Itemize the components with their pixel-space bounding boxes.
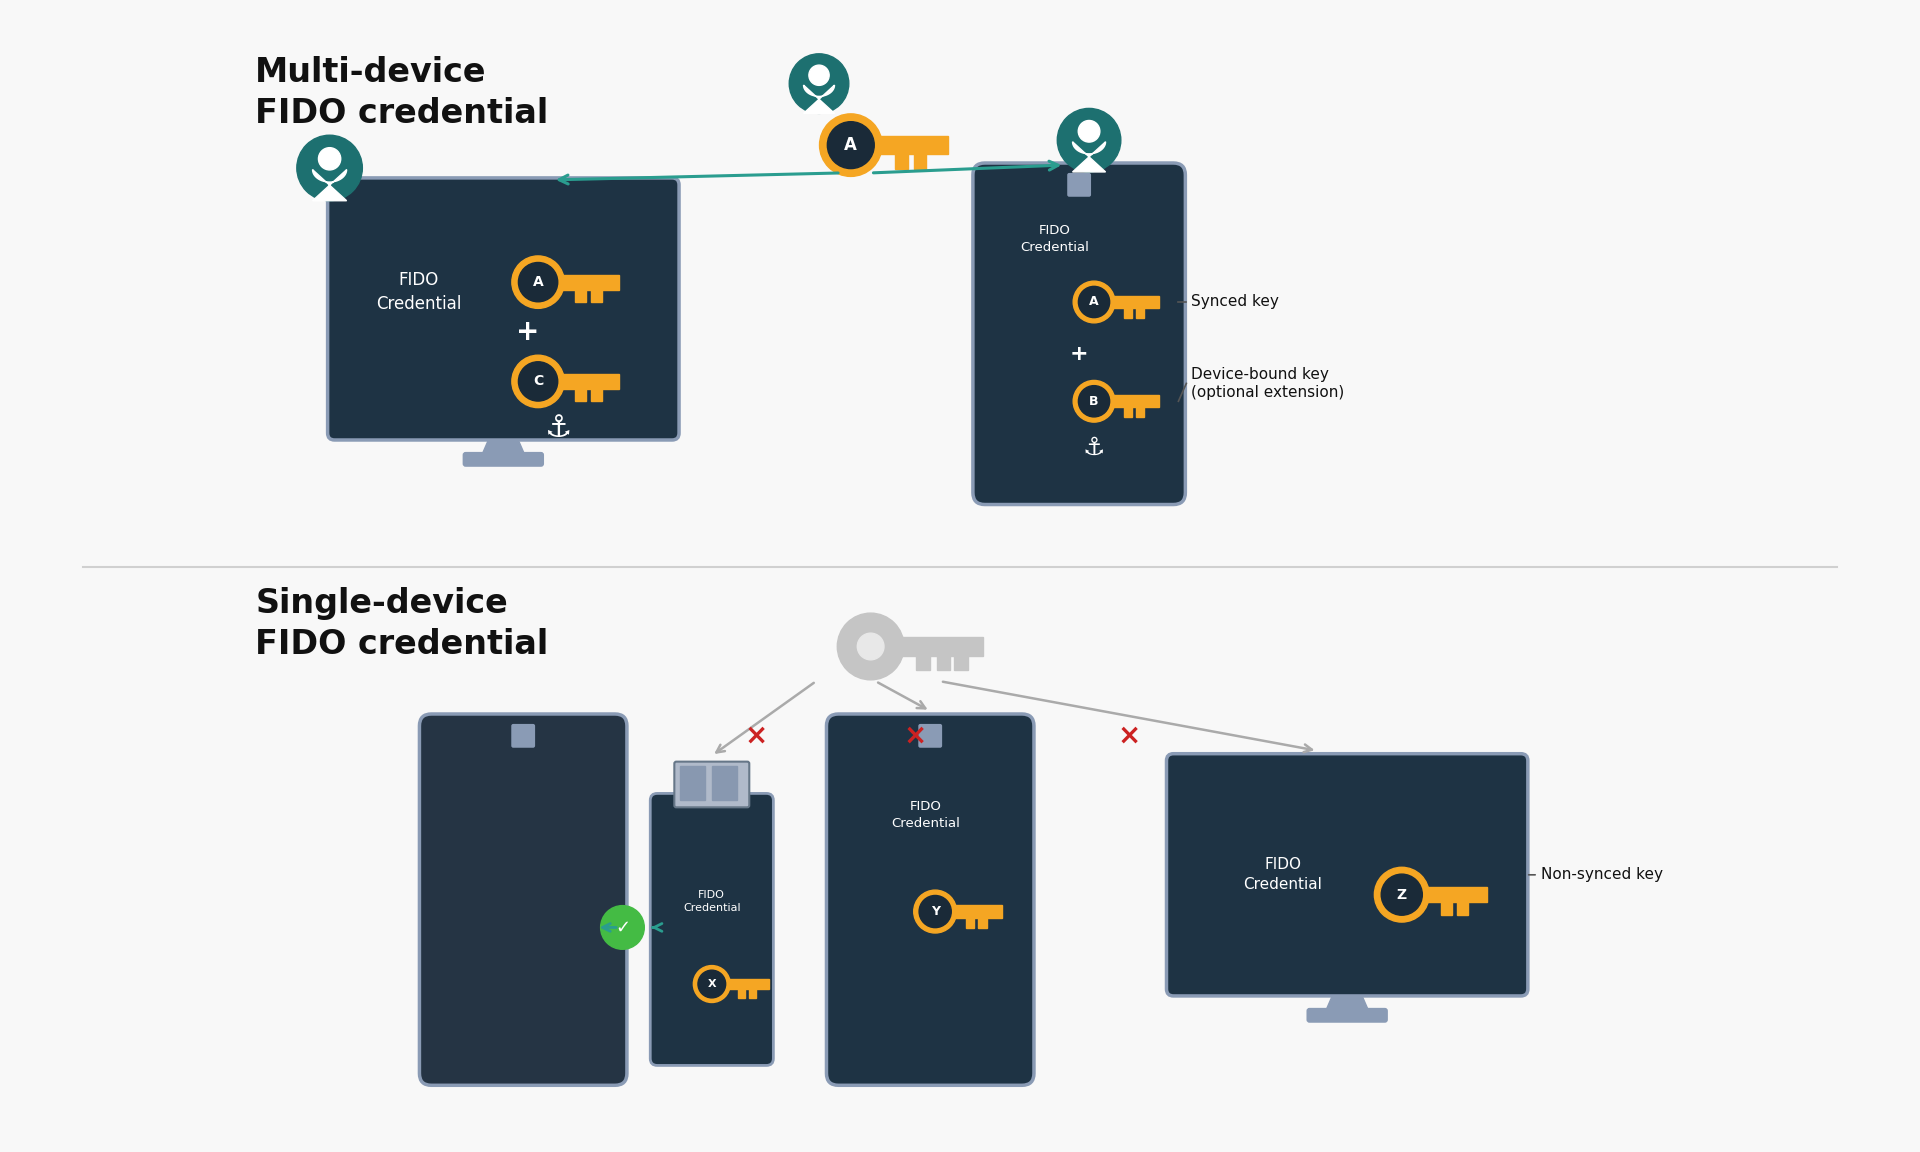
Text: FIDO
Credential: FIDO Credential (891, 801, 960, 831)
Bar (591, 389, 601, 401)
Bar (1421, 887, 1486, 902)
FancyBboxPatch shape (973, 164, 1185, 505)
Circle shape (699, 970, 726, 998)
Circle shape (1380, 874, 1423, 915)
FancyBboxPatch shape (1306, 1008, 1388, 1023)
Circle shape (914, 890, 956, 933)
Text: A: A (532, 275, 543, 289)
Text: +: + (516, 318, 540, 346)
Text: Y: Y (931, 905, 939, 918)
Circle shape (513, 355, 564, 408)
Bar (1123, 308, 1133, 318)
FancyBboxPatch shape (511, 723, 536, 748)
Polygon shape (313, 169, 348, 200)
Polygon shape (1073, 142, 1106, 172)
Circle shape (789, 54, 849, 113)
Bar (749, 990, 756, 998)
Circle shape (837, 613, 904, 680)
Circle shape (920, 895, 950, 927)
Bar (895, 637, 983, 655)
Bar (966, 918, 973, 927)
Text: FIDO
Credential: FIDO Credential (1020, 225, 1089, 255)
Bar (914, 154, 927, 168)
Bar (954, 655, 968, 670)
Bar (680, 766, 705, 801)
Text: A: A (1089, 296, 1098, 309)
Bar (1108, 296, 1158, 308)
Polygon shape (1325, 988, 1369, 1011)
Circle shape (1073, 380, 1116, 422)
FancyBboxPatch shape (1167, 753, 1528, 996)
Circle shape (820, 114, 881, 176)
Circle shape (1079, 287, 1110, 318)
Circle shape (518, 263, 557, 302)
Text: X: X (707, 979, 716, 990)
Bar (916, 655, 929, 670)
Circle shape (601, 905, 645, 949)
Bar (1457, 902, 1469, 915)
Circle shape (319, 147, 340, 170)
Text: A: A (845, 136, 856, 154)
Circle shape (1375, 867, 1428, 922)
Bar (557, 374, 620, 389)
Bar (576, 289, 586, 302)
Bar (979, 918, 987, 927)
FancyBboxPatch shape (651, 794, 774, 1066)
Bar (1137, 308, 1144, 318)
Bar (557, 274, 620, 289)
Text: FIDO
Credential: FIDO Credential (1244, 857, 1323, 892)
Text: Synced key: Synced key (1190, 295, 1279, 310)
FancyBboxPatch shape (918, 723, 943, 748)
Bar (724, 979, 770, 990)
Text: ×: × (745, 722, 768, 750)
Polygon shape (482, 433, 526, 456)
Circle shape (1058, 108, 1121, 172)
Bar (737, 990, 745, 998)
Bar (937, 655, 950, 670)
Circle shape (518, 362, 557, 401)
FancyBboxPatch shape (419, 714, 628, 1085)
FancyBboxPatch shape (328, 177, 680, 440)
Circle shape (858, 634, 883, 660)
FancyBboxPatch shape (674, 761, 749, 808)
Circle shape (513, 256, 564, 309)
Circle shape (808, 66, 829, 85)
Text: Non-synced key: Non-synced key (1528, 867, 1663, 882)
Bar (895, 154, 908, 168)
Bar (950, 905, 1002, 918)
Text: Device-bound key
(optional extension): Device-bound key (optional extension) (1190, 366, 1344, 400)
Bar (591, 289, 601, 302)
Text: ⚓: ⚓ (543, 414, 572, 442)
Text: B: B (1089, 395, 1098, 408)
FancyBboxPatch shape (1068, 173, 1091, 197)
Text: FIDO
Credential: FIDO Credential (376, 271, 461, 313)
Text: ✓: ✓ (614, 918, 630, 937)
FancyBboxPatch shape (826, 714, 1035, 1085)
Circle shape (828, 122, 874, 168)
Bar (874, 136, 948, 154)
Text: FIDO
Credential: FIDO Credential (684, 890, 741, 914)
Circle shape (1079, 386, 1110, 417)
Text: ×: × (1117, 722, 1140, 750)
Bar (1123, 407, 1133, 417)
Text: ⚓: ⚓ (1083, 435, 1106, 460)
Text: +: + (1069, 343, 1089, 364)
Circle shape (693, 965, 730, 1002)
Bar (1137, 407, 1144, 417)
Polygon shape (804, 85, 835, 113)
Text: Single-device
FIDO credential: Single-device FIDO credential (255, 586, 549, 661)
Text: ×: × (904, 722, 927, 750)
Bar (1440, 902, 1452, 915)
Text: Multi-device
FIDO credential: Multi-device FIDO credential (255, 55, 549, 129)
Circle shape (298, 135, 363, 200)
Circle shape (1079, 121, 1100, 142)
Bar (1108, 395, 1158, 407)
Circle shape (1073, 281, 1116, 323)
FancyBboxPatch shape (463, 452, 543, 467)
Text: Z: Z (1396, 888, 1407, 902)
Text: C: C (534, 374, 543, 388)
Bar (576, 389, 586, 401)
Bar (712, 766, 737, 801)
